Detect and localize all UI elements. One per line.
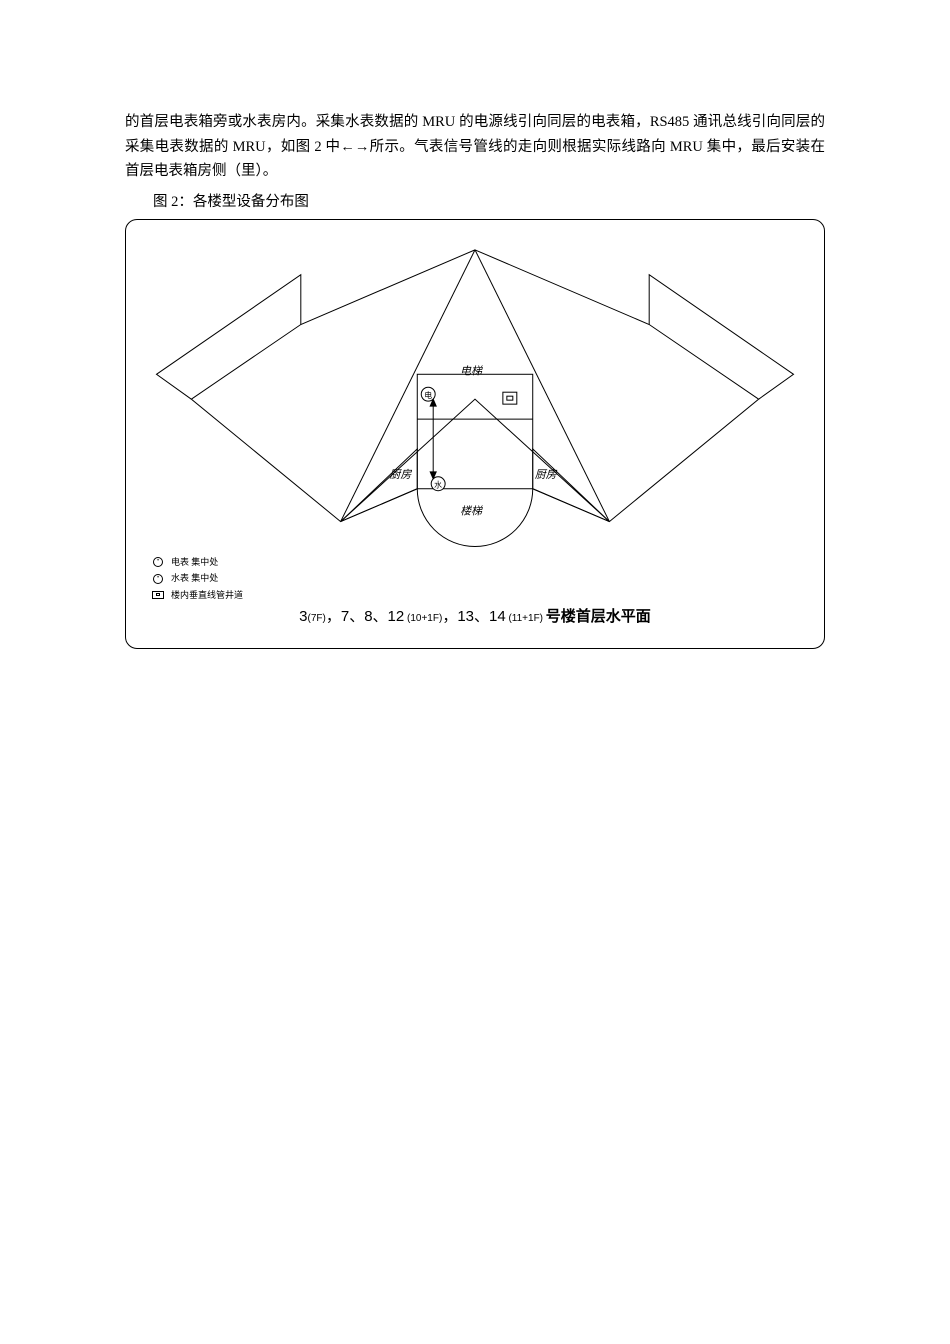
- diagram-caption: 3(7F)，7、8、12 (10+1F)，13、14 (11+1F) 号楼首层水…: [126, 605, 824, 626]
- pipe-shaft-icon: [503, 392, 517, 404]
- legend: • 电表 集中处 • 水表 集中处 楼内垂直线管井道: [151, 555, 243, 604]
- water-meter-icon: 水: [431, 477, 445, 491]
- legend-label: 电表 集中处: [171, 555, 218, 569]
- body-paragraph: 的首层电表箱旁或水表房内。采集水表数据的 MRU 的电源线引向同层的电表箱，RS…: [125, 110, 825, 184]
- kitchen-left-label: 厨房: [389, 468, 412, 481]
- svg-text:水: 水: [434, 480, 442, 490]
- legend-label: 楼内垂直线管井道: [171, 588, 243, 602]
- legend-item-electric: • 电表 集中处: [151, 555, 243, 569]
- legend-label: 水表 集中处: [171, 571, 218, 585]
- electric-meter-icon: 电: [421, 387, 435, 401]
- figure-caption: 图 2：各楼型设备分布图: [153, 190, 825, 211]
- elevator-label: 电梯: [460, 364, 483, 377]
- legend-item-shaft: 楼内垂直线管井道: [151, 588, 243, 602]
- stairs-label: 楼梯: [460, 505, 483, 518]
- svg-text:电: 电: [424, 390, 432, 400]
- floor-plan-diagram: 电 水 电梯 厨房 厨房 楼梯 • 电表 集中处 • 水表 集中处: [125, 219, 825, 649]
- legend-item-water: • 水表 集中处: [151, 571, 243, 585]
- kitchen-right-label: 厨房: [535, 468, 558, 481]
